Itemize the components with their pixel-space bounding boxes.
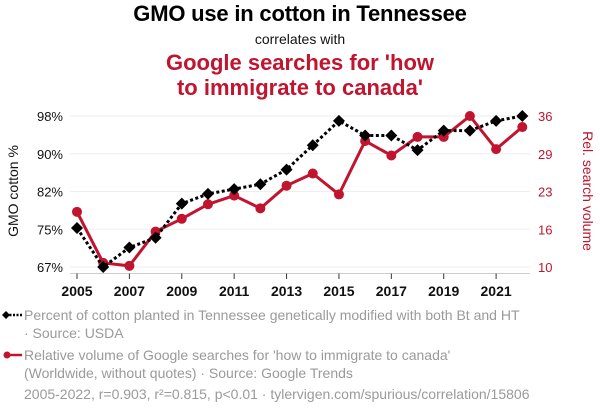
gmo-cotton-point (280, 163, 293, 176)
right-tick-label: 29 (538, 147, 552, 162)
gmo-cotton-point (149, 231, 162, 244)
chart-title-secondary: Google searches for 'how to immigrate to… (0, 50, 600, 100)
x-tick-label: 2021 (481, 283, 512, 299)
right-tick-label: 16 (538, 222, 552, 237)
search-volume-point (464, 111, 475, 121)
right-axis-label: Rel. search volume (580, 131, 596, 251)
gmo-cotton-point (228, 183, 241, 196)
chart-title: GMO use in cotton in Tennessee (133, 1, 467, 26)
search-volume-point (72, 206, 82, 217)
line-chart: 2005 2007 2009 2011 2013 2015 2017 2019 2021 98%… (5, 109, 596, 299)
search-volume-point (412, 131, 423, 142)
x-tick-label: 2005 (61, 283, 92, 299)
gmo-cotton-point (411, 144, 424, 157)
grid-lines (70, 115, 530, 268)
left-tick-label: 75% (37, 222, 63, 237)
gmo-cotton-point (332, 114, 345, 127)
x-tick-label: 2009 (166, 283, 197, 299)
search-volume-point (438, 131, 449, 142)
gmo-cotton-point (123, 241, 136, 254)
left-tick-label: 82% (37, 185, 63, 200)
legend-item-search-volume: Relative volume of Google searches for '… (3, 346, 451, 382)
search-volume-point (124, 260, 135, 271)
x-tick-label: 2007 (114, 283, 145, 299)
x-tick-label: 2019 (428, 283, 459, 299)
right-y-axis: 36 29 23 16 10 (538, 109, 552, 275)
gmo-cotton-point (201, 187, 214, 200)
left-tick-label: 67% (37, 260, 63, 275)
search-volume-point (229, 190, 240, 201)
x-axis: 2005 2007 2009 2011 2013 2015 2017 2019 2021 (61, 273, 530, 299)
series-gmo-cotton (71, 110, 529, 273)
gmo-cotton-point (437, 124, 450, 137)
x-tick-label: 2011 (219, 283, 250, 299)
search-volume-point (491, 144, 502, 155)
x-tick-label: 2017 (376, 283, 407, 299)
gmo-cotton-point (254, 178, 267, 191)
left-axis-label: GMO cotton % (5, 145, 21, 237)
gmo-cotton-point (385, 129, 398, 142)
left-tick-label: 90% (37, 147, 63, 162)
x-tick-label: 2013 (271, 283, 302, 299)
chart-subtitle: correlates with (254, 31, 346, 47)
gmo-cotton-point (359, 129, 372, 142)
series-search-volume (72, 111, 528, 271)
x-tick-label: 2015 (323, 283, 354, 299)
search-volume-point (281, 180, 292, 191)
gmo-cotton-point (490, 114, 503, 127)
footer-stats: 2005-2022, r=0.903, r²=0.815, p<0.01 · t… (24, 386, 530, 402)
search-volume-point (307, 168, 318, 179)
legend-search-text-line2: (Worldwide, without quotes) · Source: Go… (24, 365, 353, 381)
chart-title-secondary-line2: to immigrate to canada' (176, 75, 424, 100)
legend-gmo-text-line1: Percent of cotton planted in Tennessee g… (24, 307, 520, 323)
legend-dotted-diamond-icon (2, 311, 23, 319)
chart-title-secondary-line1: Google searches for 'how (165, 50, 435, 75)
gmo-cotton-point (463, 124, 476, 137)
legend-gmo-text-line2: · Source: USDA (24, 325, 124, 341)
gmo-cotton-point (516, 110, 529, 122)
right-tick-label: 36 (538, 109, 552, 124)
left-y-axis: 98% 90% 82% 75% 67% (37, 109, 63, 275)
search-volume-point (386, 150, 397, 161)
search-volume-point (202, 199, 213, 210)
gmo-cotton-point (175, 197, 188, 210)
legend-red-circle-line-icon (3, 351, 22, 359)
left-tick-label: 98% (37, 109, 63, 124)
right-tick-label: 23 (538, 185, 552, 200)
legend-item-gmo-cotton: Percent of cotton planted in Tennessee g… (2, 306, 520, 342)
search-volume-point (333, 189, 344, 200)
gmo-cotton-point (71, 222, 83, 235)
search-volume-point (176, 213, 187, 224)
gmo-cotton-point (306, 139, 319, 152)
search-volume-point (255, 203, 266, 214)
gmo-cotton-point (97, 261, 110, 273)
right-tick-label: 10 (538, 260, 552, 275)
search-volume-point (517, 122, 528, 133)
legend-search-text-line1: Relative volume of Google searches for '… (24, 347, 451, 363)
